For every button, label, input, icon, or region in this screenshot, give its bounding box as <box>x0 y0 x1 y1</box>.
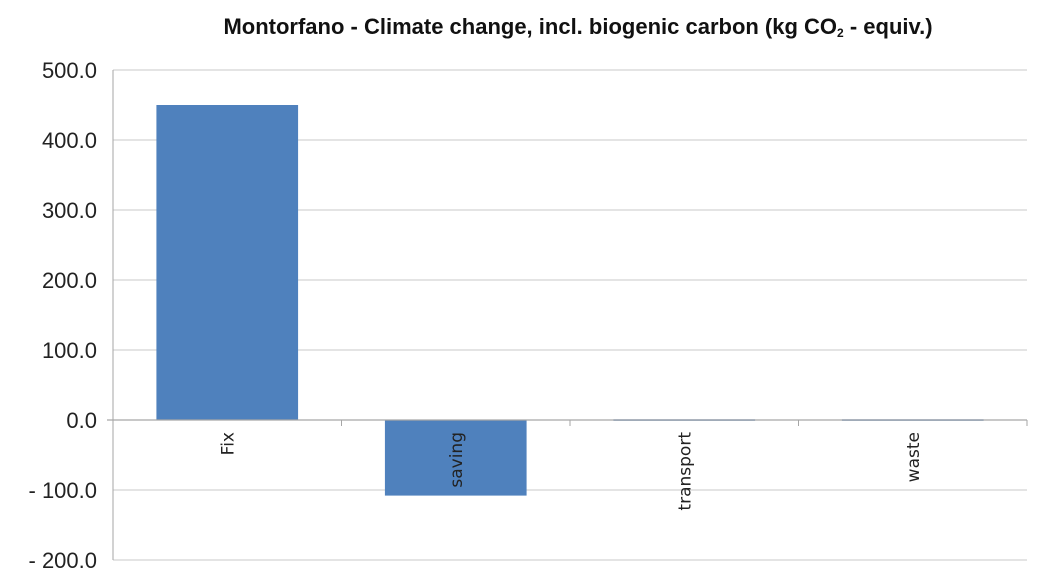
bar <box>384 420 527 496</box>
x-tick-label: Fix <box>218 432 238 455</box>
y-tick-label: 400.0 <box>42 128 97 153</box>
y-tick-label: - 200.0 <box>29 548 98 573</box>
y-tick-label: 200.0 <box>42 268 97 293</box>
chart-title-subscript: 2 <box>837 26 844 40</box>
x-tick-label: transport <box>675 432 695 511</box>
chart-title-suffix: - equiv.) <box>843 14 933 39</box>
y-tick-label: 0.0 <box>66 408 97 433</box>
bar <box>156 105 299 420</box>
chart-title: Montorfano - Climate change, incl. bioge… <box>128 14 1028 40</box>
y-tick-label: 100.0 <box>42 338 97 363</box>
chart-title-main: Montorfano - Climate change, incl. bioge… <box>223 14 838 39</box>
y-tick-label: 300.0 <box>42 198 97 223</box>
y-tick-label: 500.0 <box>42 58 97 83</box>
x-tick-label: waste <box>904 432 924 482</box>
y-tick-label: - 100.0 <box>29 478 98 503</box>
x-tick-label: saving <box>447 432 467 488</box>
